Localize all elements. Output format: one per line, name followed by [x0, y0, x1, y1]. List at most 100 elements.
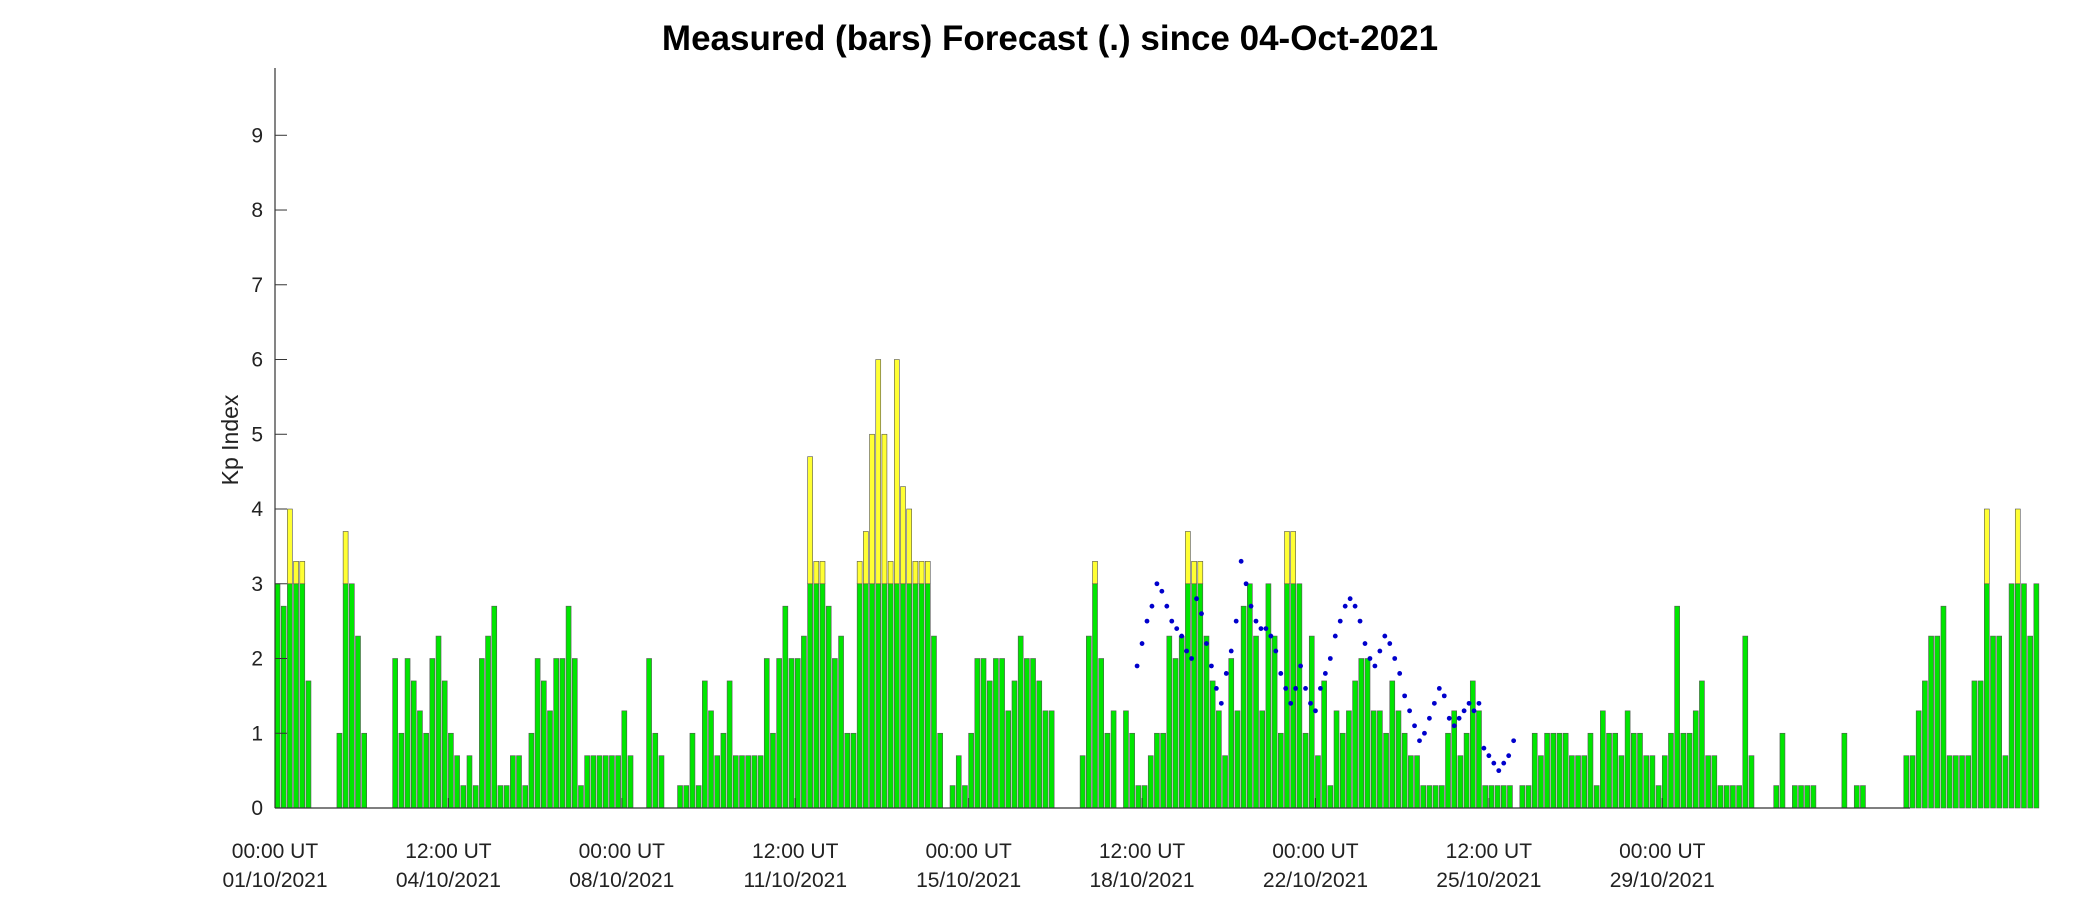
kp-bar — [1990, 635, 1996, 809]
kp-bar — [2033, 583, 2040, 809]
kp-bar-green — [912, 583, 919, 809]
x-tick-time: 12:00 UT — [405, 840, 492, 863]
kp-bar-green — [1606, 732, 1612, 809]
kp-bar — [2027, 635, 2033, 809]
kp-bar-green — [881, 583, 888, 809]
kp-bar-green — [1996, 635, 2002, 809]
kp-bar — [1463, 732, 1470, 809]
kp-bar — [924, 561, 931, 809]
kp-bar-yellow — [887, 561, 894, 585]
x-tick-date: 22/10/2021 — [1263, 869, 1368, 892]
forecast-point — [1506, 753, 1512, 759]
kp-bar — [355, 635, 361, 809]
forecast-series — [1134, 558, 1517, 774]
kp-bar — [1259, 710, 1266, 809]
kp-bar — [1457, 755, 1464, 809]
kp-bar — [1389, 680, 1396, 809]
kp-bar-green — [404, 658, 411, 809]
x-tick-time: 00:00 UT — [579, 840, 666, 863]
kp-bar — [1333, 710, 1340, 809]
kp-bar — [1853, 785, 1860, 809]
kp-bar-green — [2014, 583, 2021, 809]
kp-bar-green — [1525, 785, 1532, 809]
kp-bar — [1860, 785, 1866, 809]
kp-bar-green — [1042, 710, 1049, 809]
forecast-point — [1481, 745, 1487, 751]
kp-bar — [1804, 785, 1811, 809]
kp-bar-green — [1810, 785, 1817, 809]
kp-bar — [689, 732, 696, 809]
kp-bar-green — [596, 755, 603, 809]
kp-bar — [1538, 755, 1544, 809]
forecast-point — [1337, 618, 1343, 624]
kp-bar — [1178, 635, 1185, 809]
kp-bar — [479, 658, 485, 809]
kp-bar — [1977, 680, 1984, 809]
kp-bar — [516, 755, 522, 809]
x-tick-date: 01/10/2021 — [222, 869, 327, 892]
kp-bar-green — [794, 658, 801, 809]
kp-bar — [695, 785, 702, 809]
kp-bar — [596, 755, 603, 809]
y-tick-label: 2 — [251, 648, 263, 671]
forecast-point — [1164, 603, 1170, 609]
kp-bar — [1358, 658, 1365, 809]
kp-bar — [497, 785, 504, 809]
forecast-point — [1298, 663, 1303, 669]
kp-bar-green — [553, 658, 559, 809]
kp-bar — [1922, 680, 1928, 809]
y-tick-label: 9 — [251, 124, 263, 147]
kp-bar-green — [819, 583, 826, 809]
forecast-point — [1471, 708, 1477, 714]
kp-bar — [510, 755, 516, 809]
x-tick-time: 00:00 UT — [232, 840, 319, 863]
forecast-point — [1228, 648, 1234, 654]
kp-bar-yellow — [2014, 508, 2021, 585]
forecast-point — [1486, 753, 1492, 759]
kp-bar — [1048, 710, 1055, 809]
kp-bar-green — [355, 635, 361, 809]
kp-bar-green — [2002, 755, 2009, 809]
forecast-point — [1362, 641, 1368, 646]
kp-bar — [1166, 635, 1173, 809]
kp-bar — [1265, 583, 1272, 809]
kp-bar-green — [1079, 755, 1086, 809]
kp-bar — [1209, 680, 1216, 809]
kp-bar — [485, 635, 491, 809]
kp-bar-green — [708, 710, 714, 809]
kp-bar — [1940, 605, 1947, 809]
kp-bar-yellow — [293, 561, 299, 585]
forecast-point — [1303, 686, 1308, 691]
kp-bar-green — [497, 785, 504, 809]
kp-bar — [1395, 710, 1402, 809]
kp-bar — [1971, 680, 1978, 809]
kp-bar — [1253, 635, 1259, 809]
kp-bar-green — [441, 680, 448, 809]
forecast-point — [1273, 648, 1279, 654]
kp-bar-green — [1538, 755, 1544, 809]
kp-bar-green — [1445, 732, 1451, 809]
kp-bar — [547, 710, 553, 809]
kp-bar-green — [491, 605, 498, 809]
kp-bar-green — [1637, 732, 1643, 809]
kp-bar — [1909, 755, 1916, 809]
kp-bar — [522, 785, 529, 809]
kp-bar — [1426, 785, 1433, 809]
kp-bar-green — [2008, 583, 2015, 809]
kp-bar-green — [615, 755, 621, 809]
kp-bar — [609, 755, 615, 809]
kp-bar-green — [1104, 732, 1111, 809]
kp-bar-green — [1705, 755, 1711, 809]
kp-bar — [1699, 680, 1705, 809]
kp-bar-green — [479, 658, 485, 809]
forecast-point — [1243, 581, 1249, 587]
forecast-point — [1332, 633, 1338, 639]
kp-bar — [726, 680, 733, 809]
forecast-point — [1253, 618, 1259, 624]
kp-bar — [683, 785, 690, 809]
kp-bar — [1531, 732, 1538, 809]
kp-bar-green — [1457, 755, 1464, 809]
kp-bar — [1711, 755, 1718, 809]
kp-bar — [770, 732, 776, 809]
kp-bar — [398, 732, 405, 809]
